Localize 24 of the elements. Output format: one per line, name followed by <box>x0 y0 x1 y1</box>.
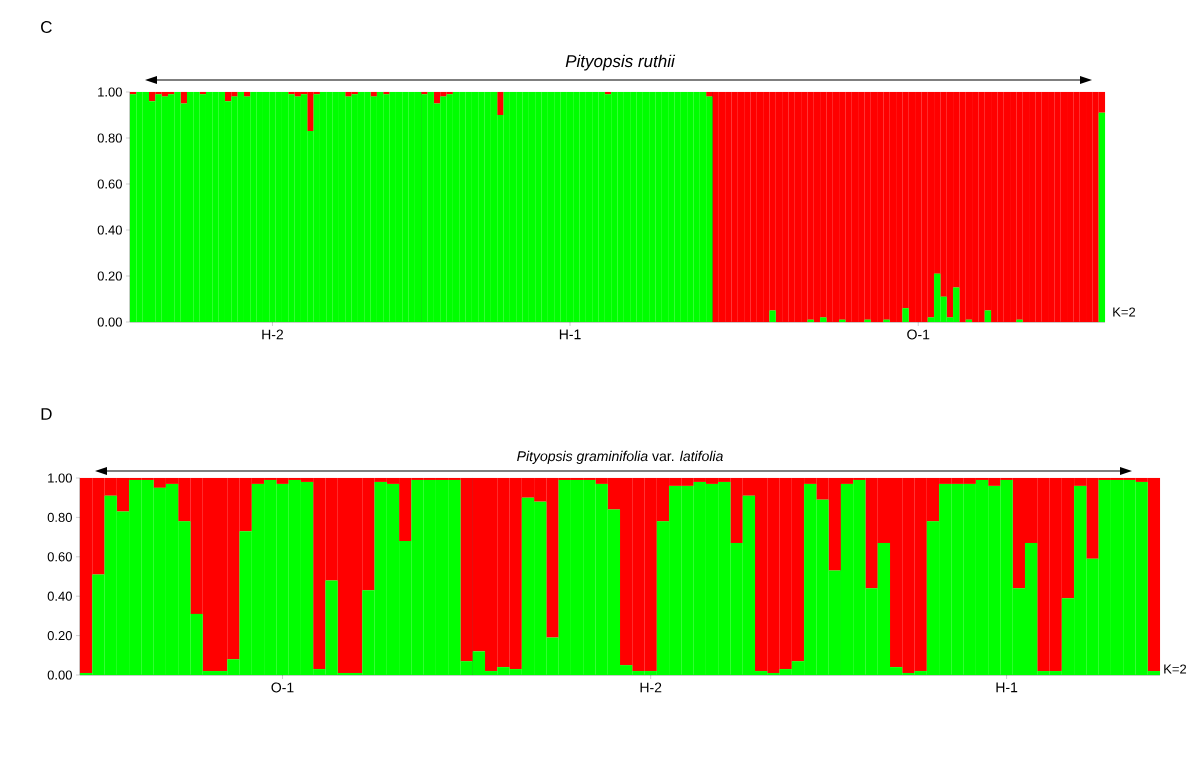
x-tick-label: H-1 <box>996 682 1018 693</box>
y-tick-label: 1.00 <box>48 473 72 483</box>
y-tick-label: 0.60 <box>47 552 72 562</box>
x-tick-label: O-1 <box>271 682 294 693</box>
y-tick-label: 0.40 <box>47 591 72 601</box>
y-tick-label: 0.20 <box>97 271 122 281</box>
text: D <box>41 408 52 420</box>
x-tick-label: H-2 <box>640 682 662 693</box>
y-tick-label: 0.20 <box>47 630 72 641</box>
y-tick-label: 0.80 <box>47 512 72 522</box>
y-tick-label: 0.80 <box>97 133 122 143</box>
y-tick-label: 0.40 <box>97 225 122 235</box>
x-tick-label: H-1 <box>559 329 581 340</box>
x-tick-label: H-2 <box>262 329 284 340</box>
chart-title: Pityopsis ruthii <box>565 54 676 71</box>
y-tick-label: 1.00 <box>98 87 122 97</box>
y-tick-label: 0.00 <box>47 670 72 680</box>
text: C <box>41 20 52 34</box>
y-tick-label: 0.00 <box>97 317 122 327</box>
text: K=2 <box>1164 664 1187 674</box>
text: K=2 <box>1113 307 1136 317</box>
y-tick-label: 0.60 <box>97 179 122 189</box>
chart-title: Pityopsis graminifolia var. latifolia <box>517 450 723 464</box>
x-tick-label: O-1 <box>907 329 930 340</box>
